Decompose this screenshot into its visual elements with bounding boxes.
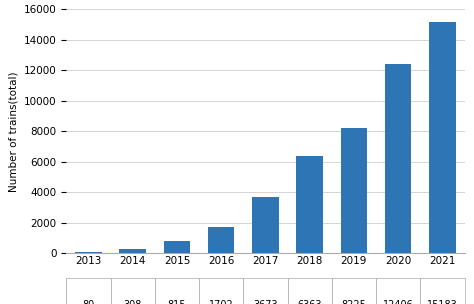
Bar <box>341 128 367 254</box>
Bar <box>164 241 190 254</box>
Bar <box>385 64 411 254</box>
Bar <box>296 156 323 254</box>
Bar <box>119 249 146 254</box>
Bar <box>75 252 102 254</box>
Bar <box>208 227 235 254</box>
Bar <box>252 197 279 254</box>
Bar <box>429 22 456 254</box>
Y-axis label: Number of trains(total): Number of trains(total) <box>9 71 18 192</box>
